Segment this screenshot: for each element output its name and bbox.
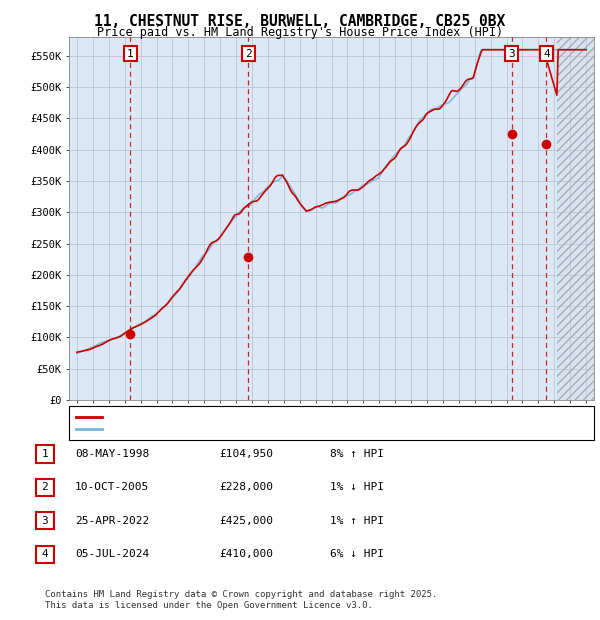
Text: HPI: Average price, detached house, East Cambridgeshire: HPI: Average price, detached house, East… xyxy=(107,424,451,434)
Text: 10-OCT-2005: 10-OCT-2005 xyxy=(75,482,149,492)
Bar xyxy=(557,37,594,400)
Text: £410,000: £410,000 xyxy=(219,549,273,559)
Text: Contains HM Land Registry data © Crown copyright and database right 2025.
This d: Contains HM Land Registry data © Crown c… xyxy=(45,590,437,609)
Text: 4: 4 xyxy=(543,48,550,58)
Text: 3: 3 xyxy=(41,516,49,526)
Text: £425,000: £425,000 xyxy=(219,516,273,526)
Text: 1% ↓ HPI: 1% ↓ HPI xyxy=(330,482,384,492)
Text: 08-MAY-1998: 08-MAY-1998 xyxy=(75,449,149,459)
Text: 11, CHESTNUT RISE, BURWELL, CAMBRIDGE, CB25 0BX (detached house): 11, CHESTNUT RISE, BURWELL, CAMBRIDGE, C… xyxy=(107,412,507,422)
Text: 11, CHESTNUT RISE, BURWELL, CAMBRIDGE, CB25 0BX: 11, CHESTNUT RISE, BURWELL, CAMBRIDGE, C… xyxy=(94,14,506,29)
Text: Price paid vs. HM Land Registry's House Price Index (HPI): Price paid vs. HM Land Registry's House … xyxy=(97,26,503,39)
Text: £228,000: £228,000 xyxy=(219,482,273,492)
Text: £104,950: £104,950 xyxy=(219,449,273,459)
Text: 8% ↑ HPI: 8% ↑ HPI xyxy=(330,449,384,459)
Text: 25-APR-2022: 25-APR-2022 xyxy=(75,516,149,526)
Text: 1% ↑ HPI: 1% ↑ HPI xyxy=(330,516,384,526)
Text: 4: 4 xyxy=(41,549,49,559)
Text: 1: 1 xyxy=(41,449,49,459)
Text: 3: 3 xyxy=(508,48,515,58)
Text: 6% ↓ HPI: 6% ↓ HPI xyxy=(330,549,384,559)
Text: 2: 2 xyxy=(245,48,252,58)
Text: 1: 1 xyxy=(127,48,134,58)
Text: 2: 2 xyxy=(41,482,49,492)
Text: 05-JUL-2024: 05-JUL-2024 xyxy=(75,549,149,559)
Bar xyxy=(557,37,594,400)
